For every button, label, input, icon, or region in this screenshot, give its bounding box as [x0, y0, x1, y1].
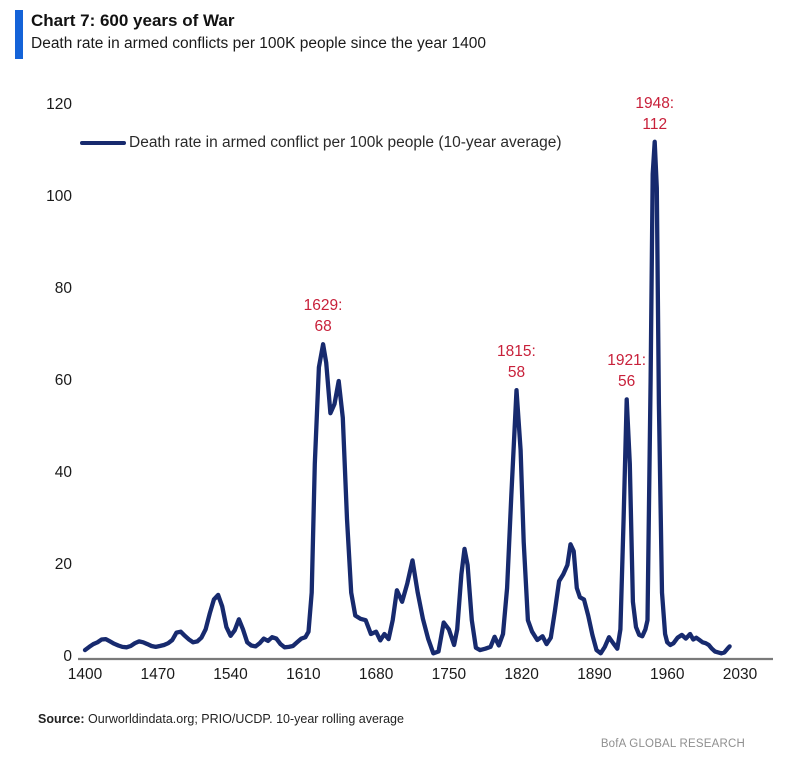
y-tick-label: 0 [63, 648, 72, 665]
annotation-year: 1948: [635, 94, 675, 112]
annotation-value: 56 [618, 373, 636, 391]
chart-title: Chart 7: 600 years of War [31, 11, 235, 30]
peak-annotation: 1948: 112 [607, 93, 703, 135]
chart-subtitle: Death rate in armed conflicts per 100K p… [31, 35, 486, 52]
peak-annotation: 1815: 58 [468, 341, 564, 383]
x-tick-label: 2030 [722, 666, 758, 683]
legend-label: Death rate in armed conflict per 100k pe… [129, 134, 562, 151]
annotation-year: 1921: [607, 352, 647, 370]
source-note: Source: Ourworldindata.org; PRIO/UCDP. 1… [38, 712, 404, 726]
annotation-value: 58 [507, 364, 526, 382]
legend: Death rate in armed conflict per 100k pe… [80, 133, 562, 153]
y-tick-label: 100 [46, 188, 72, 205]
y-tick-label: 40 [54, 464, 72, 481]
annotation-value: 68 [314, 318, 332, 336]
x-tick-label: 1470 [140, 666, 175, 683]
x-tick-label: 1750 [431, 666, 467, 683]
annotation-year: 1629: [303, 297, 343, 315]
source-label: Source: [38, 712, 85, 726]
source-text: Ourworldindata.org; PRIO/UCDP. 10-year r… [88, 712, 404, 726]
peak-annotation: 1629: 68 [275, 295, 371, 337]
bofa-global-research-label: BofA GLOBAL RESEARCH [600, 738, 745, 750]
x-tick-label: 1820 [504, 666, 539, 683]
x-tick-label: 1540 [213, 666, 248, 683]
header-accent-bar [15, 10, 23, 59]
x-tick-label: 1680 [358, 666, 394, 683]
peak-annotation: 1921: 56 [579, 350, 675, 392]
y-tick-label: 60 [54, 372, 72, 389]
y-tick-label: 120 [46, 96, 72, 113]
annotation-year: 1815: [497, 343, 536, 361]
legend-line-swatch [80, 140, 126, 146]
annotation-value: 112 [642, 115, 668, 133]
y-tick-label: 80 [54, 280, 72, 297]
death-rate-line [82, 139, 732, 656]
x-tick-label: 1610 [286, 666, 321, 683]
x-tick-label: 1960 [649, 666, 685, 683]
x-tick-label: 1400 [67, 666, 103, 683]
y-tick-label: 20 [54, 556, 72, 573]
x-tick-label: 1890 [577, 666, 612, 683]
